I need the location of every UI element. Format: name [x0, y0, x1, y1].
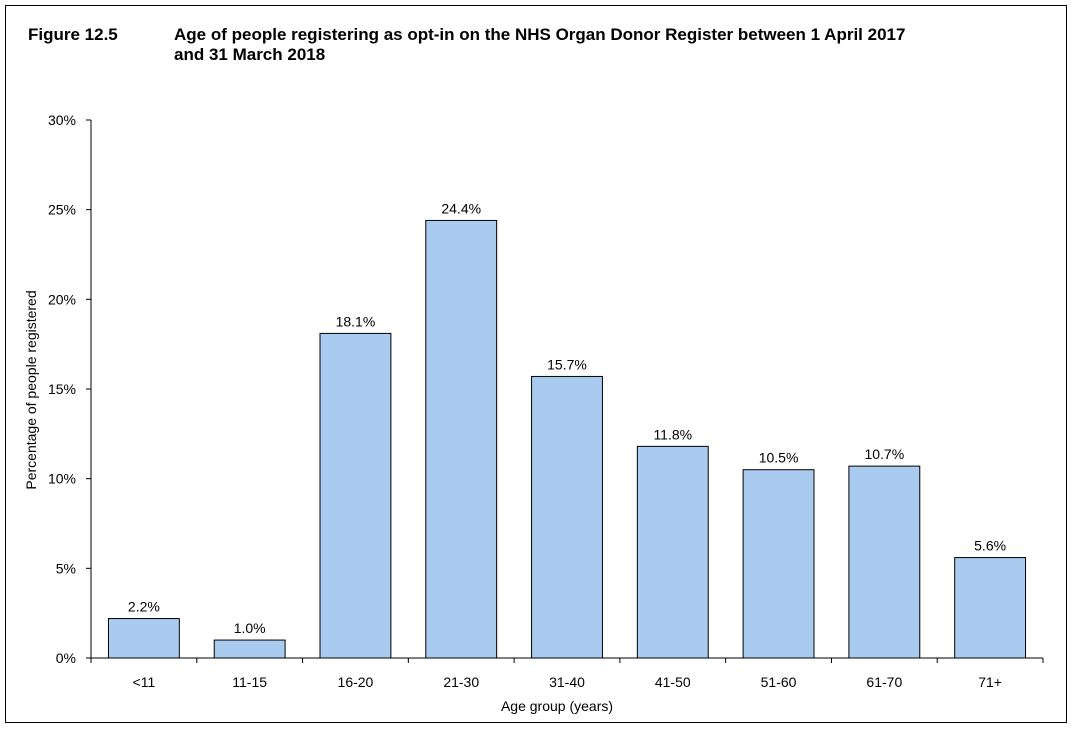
- x-tick-label: 71+: [978, 674, 1002, 690]
- data-label: 10.5%: [759, 450, 799, 466]
- bar-71+: [954, 557, 1027, 659]
- data-label: 15.7%: [547, 356, 587, 372]
- x-tick-label: <11: [133, 674, 156, 690]
- x-tick-label: 31-40: [549, 674, 585, 690]
- x-axis: <11 11-15 16-20 21-30 31-40 41-50 51-60 61-70 71…: [90, 657, 1044, 690]
- y-tick-label: 15%: [48, 381, 76, 397]
- data-label: 24.4%: [441, 200, 481, 216]
- figure-number: Figure 12.5: [28, 25, 118, 44]
- data-label: 5.6%: [974, 538, 1006, 554]
- data-label: 1.0%: [234, 620, 266, 636]
- bar-41-50: [636, 445, 709, 659]
- x-tick-label: 11-15: [232, 674, 267, 690]
- bar-11-15: [213, 639, 286, 659]
- data-label: 2.2%: [128, 599, 160, 615]
- figure-frame: [5, 5, 1067, 723]
- x-tick-label: 61-70: [866, 674, 902, 690]
- figure-title: Age of people registering as opt-in on t…: [174, 25, 906, 64]
- y-tick-label: 20%: [48, 291, 76, 307]
- x-axis-label: Age group (years): [501, 698, 613, 714]
- bar-16-20: [319, 332, 392, 659]
- y-tick-label: 30%: [48, 112, 76, 128]
- data-label: 11.8%: [653, 426, 692, 442]
- y-axis: 0% 5% 10% 15% 20% 25% 30%: [48, 112, 92, 666]
- y-tick-label: 0%: [56, 650, 76, 666]
- bar-51-60: [742, 469, 815, 659]
- x-tick-label: 51-60: [761, 674, 797, 690]
- y-tick-label: 5%: [56, 560, 76, 576]
- y-axis-label: Percentage of people registered: [23, 290, 39, 489]
- data-label: 18.1%: [336, 313, 376, 329]
- x-tick-label: 16-20: [338, 674, 374, 690]
- bars: 2.2% 1.0% 18.1% 24.4% 15.7% 11.8% 10.5% 10.7% 5.…: [107, 200, 1027, 659]
- x-tick-label: 41-50: [655, 674, 691, 690]
- bar-21-30: [425, 219, 498, 659]
- bar-31-40: [531, 375, 603, 659]
- x-tick-label: 21-30: [443, 674, 479, 690]
- y-tick-label: 25%: [48, 202, 76, 218]
- bar-<11: [107, 618, 180, 659]
- y-tick-label: 10%: [48, 471, 76, 487]
- data-label: 10.7%: [864, 446, 904, 462]
- bar-61-70: [848, 465, 921, 659]
